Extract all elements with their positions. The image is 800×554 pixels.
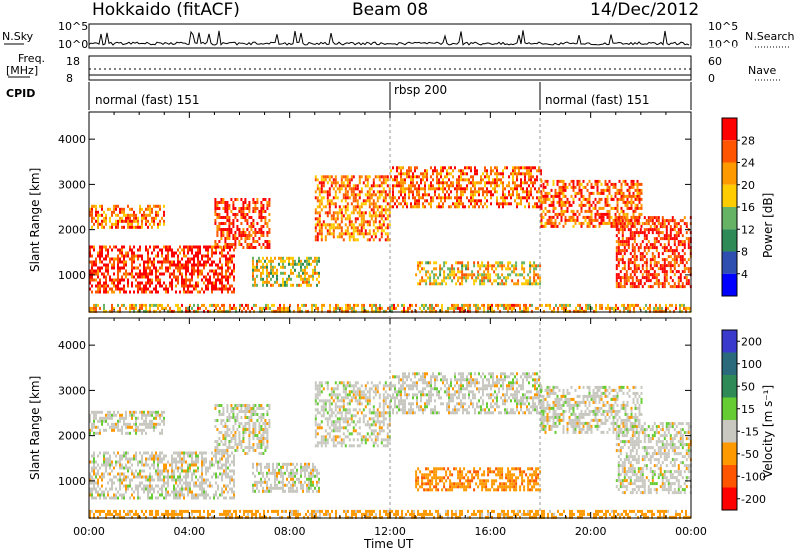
freq-label-line2: [MHz]	[6, 64, 39, 77]
nave-tick-top: 60	[708, 55, 722, 68]
echo-region	[89, 509, 691, 519]
cpid-label: CPID	[6, 87, 36, 100]
echo-region	[89, 451, 235, 500]
echo-region	[314, 381, 391, 448]
colorbar-tick-label: -15	[741, 425, 759, 438]
colorbar-swatch	[722, 229, 737, 252]
nave-label: Nave	[748, 64, 777, 77]
x-tick-label: 04:00	[173, 525, 205, 538]
echo-region	[89, 410, 165, 435]
colorbar-swatch	[722, 273, 737, 296]
power-echo-layer	[89, 166, 692, 313]
y-tick-label: 4000	[58, 133, 86, 146]
colorbar-swatch	[722, 140, 737, 163]
colorbar-tick-label: 200	[741, 335, 762, 348]
power-colorbar-label: Power [dB]	[761, 192, 775, 258]
cpid-segment-3: normal (fast) 151	[545, 93, 650, 107]
colorbar-tick-label: 20	[741, 179, 755, 192]
nsky-trace	[88, 30, 690, 46]
nave-tick-bottom: 0	[708, 72, 715, 85]
colorbar-frame	[721, 329, 738, 511]
echo-region	[314, 175, 391, 242]
x-tick-label: 00:00	[73, 525, 105, 538]
y-tick-label: 2000	[58, 430, 86, 443]
x-tick-label: 08:00	[274, 525, 306, 538]
colorbar-swatch	[722, 207, 737, 230]
freq-label-line1: Freq.	[18, 52, 46, 65]
nsky-panel-frame	[88, 23, 692, 49]
colorbar-swatch	[722, 397, 737, 420]
y-tick-label: 2000	[58, 224, 86, 237]
y-tick-label: 1000	[58, 475, 86, 488]
colorbar-swatch	[722, 420, 737, 443]
colorbar-tick-label: 16	[741, 201, 755, 214]
freq-panel-frame	[88, 55, 692, 81]
colorbar-tick-label: 24	[741, 157, 755, 170]
x-tick-label: 20:00	[575, 525, 607, 538]
x-axis-title: Time UT	[364, 537, 414, 551]
y-tick-label: 3000	[58, 384, 86, 397]
x-tick-label: 00:00	[675, 525, 707, 538]
echo-region	[390, 166, 542, 209]
colorbar-tick-label: 8	[741, 246, 748, 259]
echo-region	[89, 204, 165, 229]
site-title: Hokkaido (fitACF)	[92, 0, 240, 20]
velocity-ylabel: Slant Range [km]	[28, 375, 42, 480]
echo-region	[214, 198, 271, 249]
colorbar-tick-label: 50	[741, 380, 755, 393]
y-tick-label: 3000	[58, 178, 86, 191]
y-tick-label: 4000	[58, 339, 86, 352]
cpid-segment-2: rbsp 200	[394, 83, 448, 97]
velocity-echo-layer	[89, 372, 692, 519]
colorbar-tick-label: 15	[741, 403, 755, 416]
nsky-tick-top: 10^5	[58, 20, 89, 33]
colorbar-tick-label: 4	[741, 268, 748, 281]
echo-region	[615, 422, 692, 495]
colorbar-tick-label: 100	[741, 358, 762, 371]
nsky-label: N.Sky	[2, 30, 34, 43]
echo-region	[540, 179, 643, 228]
echo-region	[540, 385, 643, 434]
velocity-colorbar-label: Velocity [m s⁻¹]	[761, 384, 775, 478]
colorbar-swatch	[722, 330, 737, 353]
beam-label: Beam 08	[352, 0, 429, 20]
echo-region	[615, 216, 692, 289]
colorbar-tick-label: 12	[741, 223, 755, 236]
colorbar-tick-label: -200	[741, 493, 766, 506]
power-ylabel: Slant Range [km]	[28, 167, 42, 272]
cpid-segment-1: normal (fast) 151	[95, 93, 200, 107]
colorbar-swatch	[722, 184, 737, 207]
colorbar-tick-label: -100	[741, 470, 766, 483]
nsearch-tick-top: 10^5	[708, 20, 739, 33]
echo-region	[89, 245, 235, 294]
x-tick-label: 16:00	[474, 525, 506, 538]
echo-region	[89, 303, 691, 313]
nsearch-label: N.Search	[745, 30, 795, 43]
colorbar-swatch	[722, 487, 737, 510]
nsky-tick-bottom: 10^0	[58, 38, 89, 51]
echo-region	[214, 404, 271, 455]
echo-region	[252, 256, 320, 287]
nsearch-tick-bottom: 10^0	[708, 38, 739, 51]
colorbar-swatch	[722, 251, 737, 274]
date-label: 14/Dec/2012	[590, 0, 700, 20]
x-tick-label: 12:00	[374, 525, 406, 538]
freq-tick-top: 18	[66, 55, 80, 68]
colorbar-swatch	[722, 465, 737, 488]
colorbar-swatch	[722, 375, 737, 398]
colorbar-tick-label: -50	[741, 448, 759, 461]
colorbar-swatch	[722, 162, 737, 185]
colorbar-swatch	[722, 118, 737, 141]
echo-region	[415, 467, 542, 492]
echo-region	[252, 462, 320, 493]
y-tick-label: 1000	[58, 269, 86, 282]
echo-region	[390, 372, 542, 415]
colorbar-swatch	[722, 442, 737, 465]
echo-region	[415, 261, 542, 286]
colorbar-swatch	[722, 352, 737, 375]
colorbar-tick-label: 28	[741, 134, 755, 147]
freq-tick-bottom: 8	[66, 72, 73, 85]
